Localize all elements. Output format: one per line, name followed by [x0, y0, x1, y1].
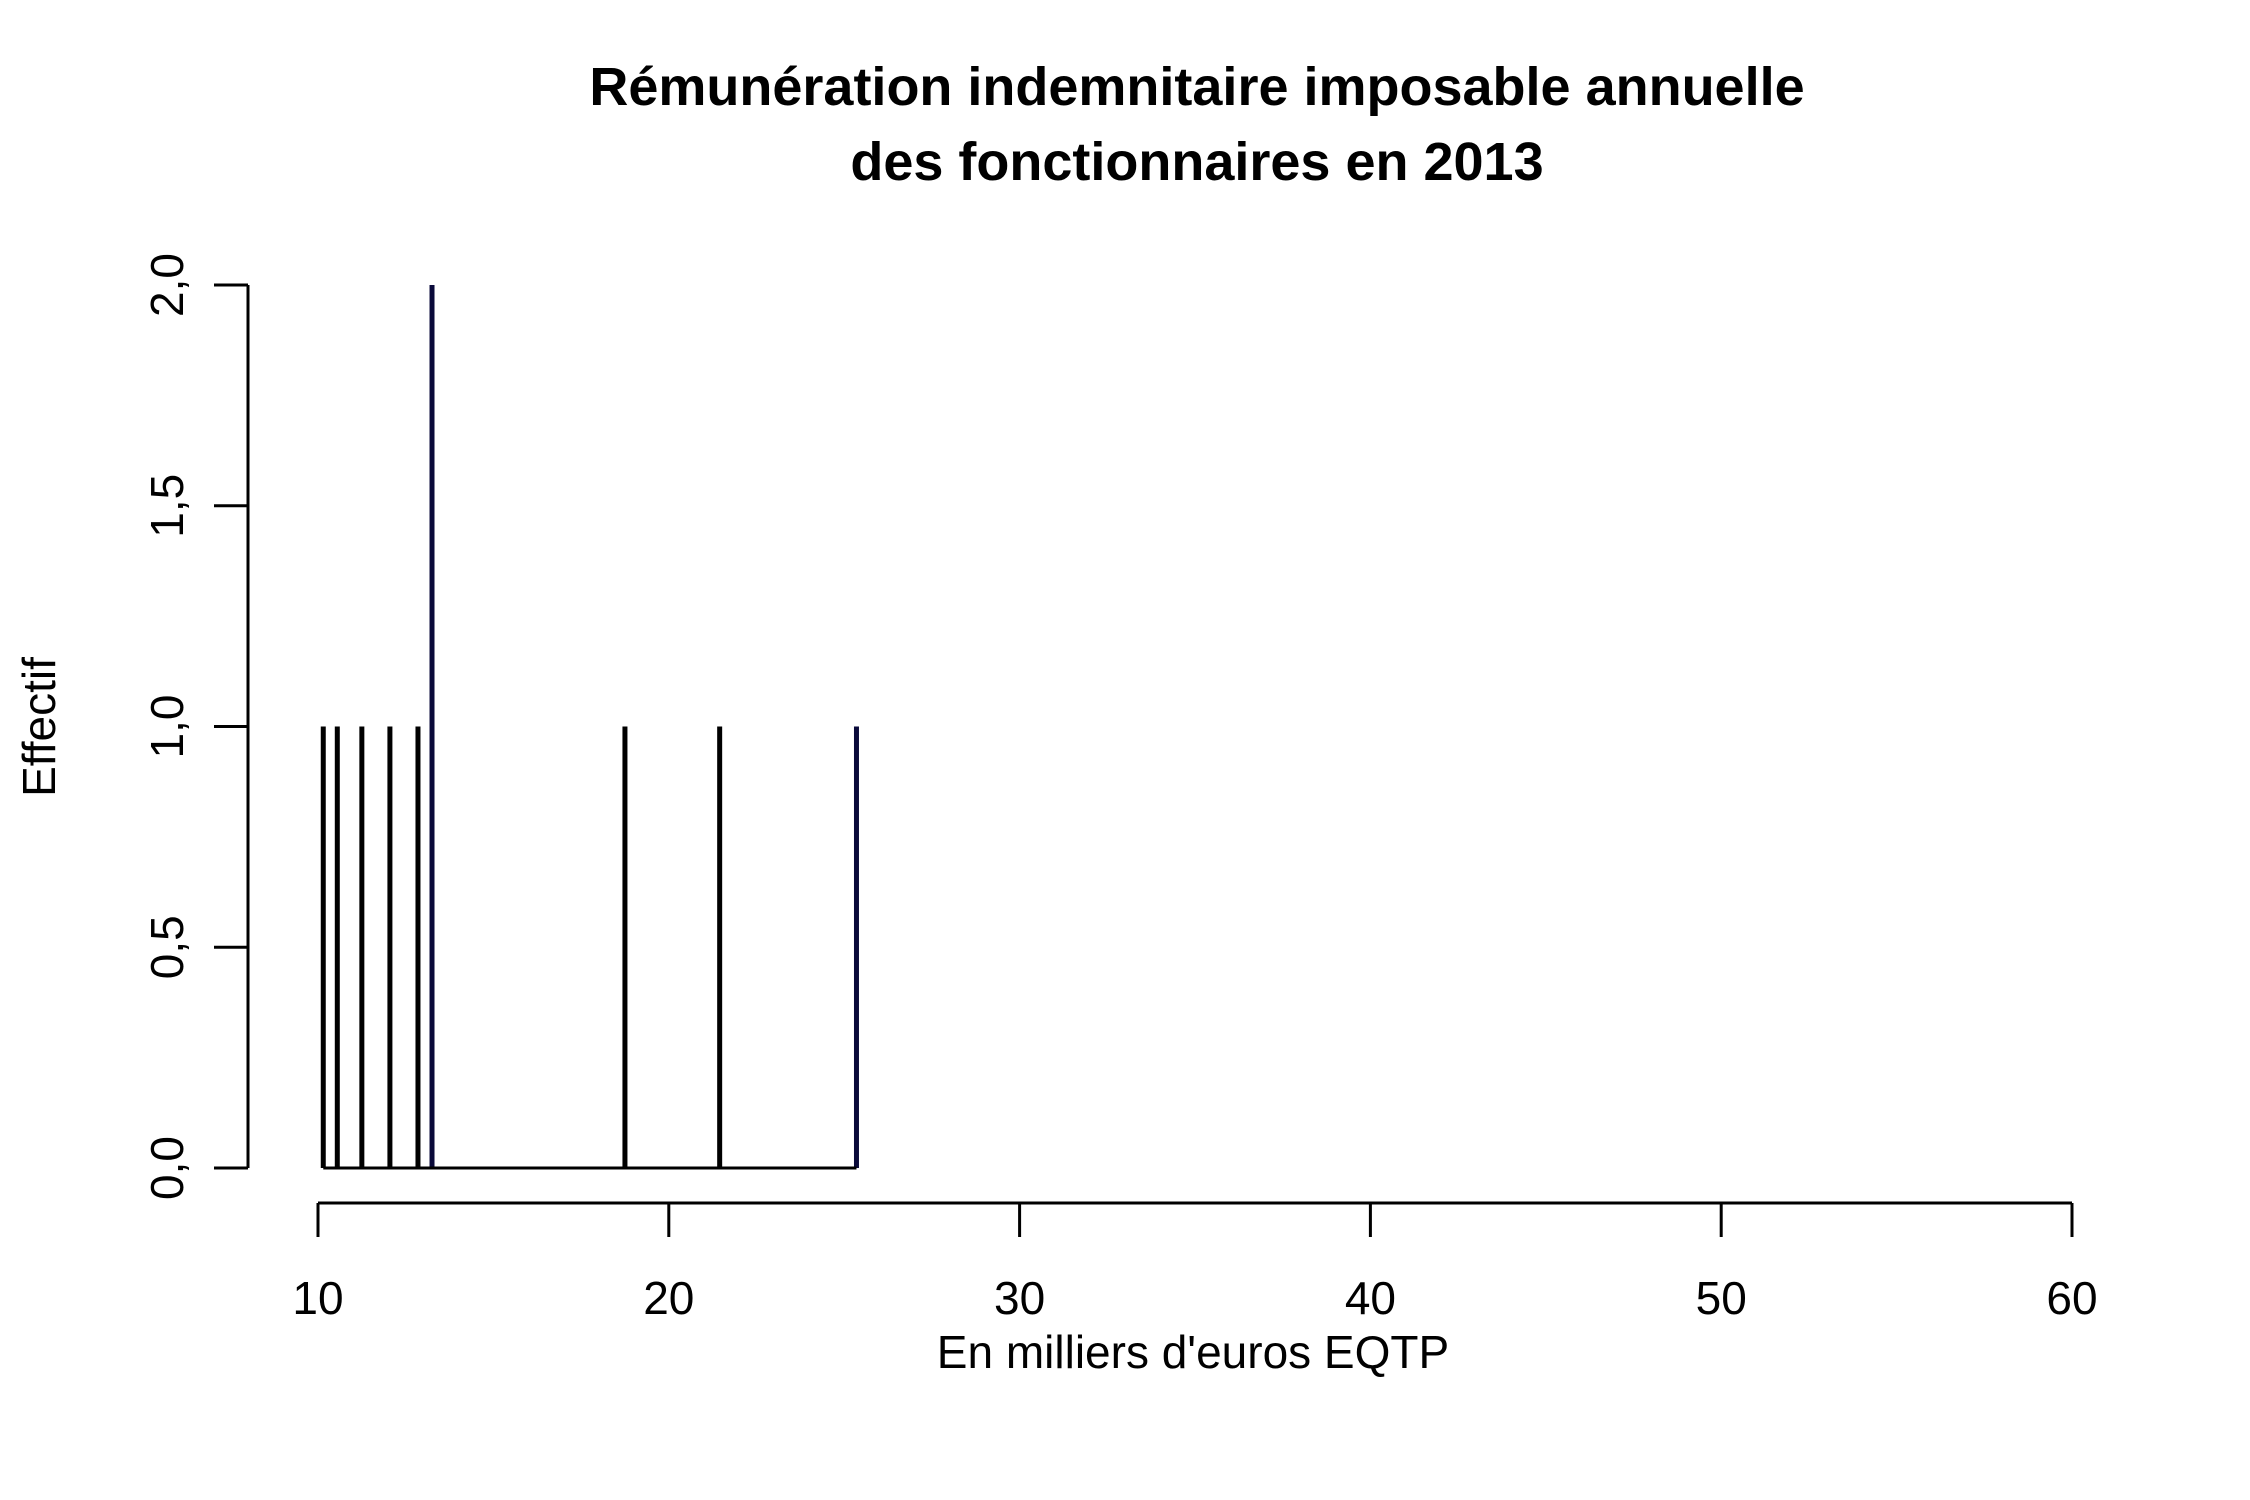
- y-tick-label-4: 2,0: [141, 253, 193, 317]
- x-tick-label-4: 50: [1696, 1272, 1747, 1324]
- bars-group: [320, 285, 859, 1170]
- y-tick-label-2: 1,0: [141, 695, 193, 759]
- x-tick-label-0: 10: [292, 1272, 343, 1324]
- x-tick-label-3: 40: [1345, 1272, 1396, 1324]
- x-tick-label-5: 60: [2046, 1272, 2097, 1324]
- chart-title-line-2: des fonctionnaires en 2013: [850, 132, 1543, 192]
- x-axis: 10 20 30 40 50 60: [292, 1201, 2098, 1324]
- y-tick-label-0: 0,0: [141, 1136, 193, 1200]
- x-axis-label: En milliers d'euros EQTP: [937, 1326, 1449, 1378]
- y-tick-label-1: 0,5: [141, 915, 193, 979]
- y-axis-label: Effectif: [13, 657, 65, 797]
- y-axis: 0,0 0,5 1,0 1,5 2,0: [141, 253, 250, 1200]
- x-tick-label-2: 30: [994, 1272, 1045, 1324]
- y-tick-label-3: 1,5: [141, 474, 193, 538]
- x-tick-label-1: 20: [643, 1272, 694, 1324]
- chart-title-line-1: Rémunération indemnitaire imposable annu…: [589, 57, 1804, 117]
